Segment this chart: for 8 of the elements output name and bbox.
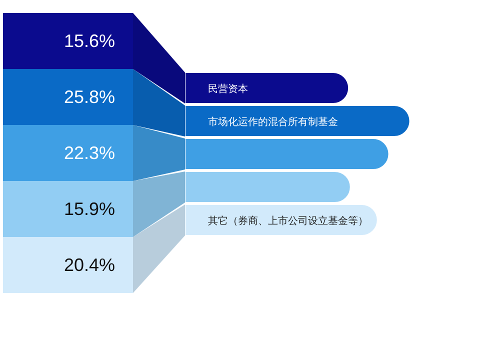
data-label: 25.8% bbox=[64, 87, 115, 107]
data-label: 15.6% bbox=[64, 31, 115, 51]
category-label: 民营资本 bbox=[208, 83, 248, 95]
data-label: 22.3% bbox=[64, 143, 115, 163]
category-label: 其它（券商、上市公司设立基金等） bbox=[208, 215, 368, 227]
data-label: 20.4% bbox=[64, 255, 115, 275]
data-label: 15.9% bbox=[64, 199, 115, 219]
category-label: 市场化运作的混合所有制基金 bbox=[208, 116, 338, 128]
